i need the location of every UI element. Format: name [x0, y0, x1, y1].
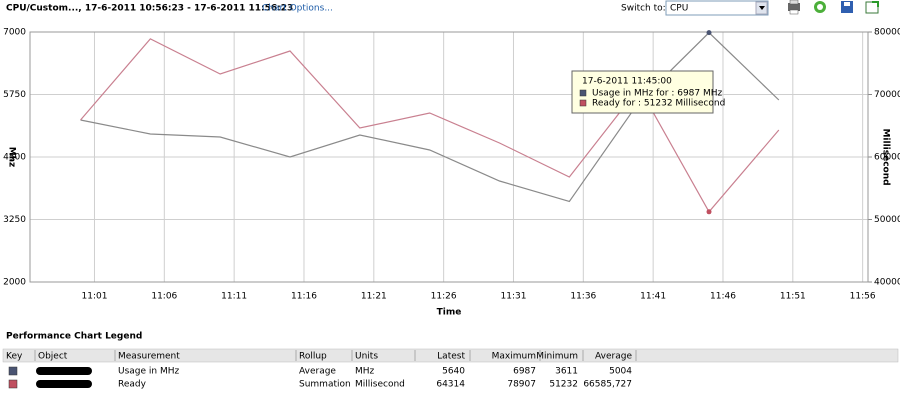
key-swatch: [8, 379, 18, 389]
switch-select[interactable]: [665, 0, 769, 16]
redacted-object: [36, 367, 92, 375]
legend-cell: Ready: [118, 380, 147, 390]
y-tick-label: 5750: [3, 90, 26, 100]
column-header: Latest: [437, 352, 465, 362]
x-tick-label: 11:01: [82, 292, 108, 302]
x-tick-label: 11:56: [850, 292, 876, 302]
legend-cell: Summation: [299, 380, 351, 390]
chart-header: CPU/Custom..., 17-6-2011 10:56:23 - 17-6…: [6, 4, 293, 14]
y-tick-label: 3250: [3, 215, 26, 225]
save-icon[interactable]: [841, 1, 853, 13]
column-header: Maximum: [492, 352, 536, 362]
column-header: Key: [6, 352, 23, 362]
tooltip-title: 17-6-2011 11:45:00: [582, 77, 672, 87]
legend-cell: Millisecond: [355, 380, 405, 390]
tooltip: [571, 70, 714, 114]
x-tick-label: 11:06: [151, 292, 177, 302]
hover-point: [706, 209, 712, 215]
switch-label: Switch to:: [621, 4, 666, 14]
redacted-object: [36, 380, 92, 388]
y2-tick-label: 40000: [874, 278, 900, 288]
tooltip-swatch: [579, 99, 587, 107]
legend-cell: 3611: [555, 367, 578, 377]
refresh-icon[interactable]: [814, 1, 826, 13]
legend-cell: Usage in MHz: [118, 367, 180, 377]
tooltip-swatch: [579, 89, 587, 97]
column-header: Rollup: [299, 352, 327, 362]
legend-title: Performance Chart Legend: [6, 332, 142, 342]
y2-tick-label: 60000: [874, 153, 900, 163]
x-tick-label: 11:16: [291, 292, 317, 302]
legend-cell: 78907: [507, 380, 536, 390]
y2-tick-label: 80000: [874, 28, 900, 38]
print-icon[interactable]: [788, 0, 800, 15]
tooltip-line: Usage in MHz for : 6987 MHz: [592, 89, 723, 99]
chart: 2000 3250 4500 5750 7000 40000 50000 60000 70000…: [3, 28, 900, 318]
y2-tick-label: 70000: [874, 90, 900, 100]
column-header: Object: [38, 352, 68, 362]
series-line: [80, 31, 780, 203]
legend-cell: 51232: [549, 380, 578, 390]
key-swatch: [8, 366, 18, 376]
y2-axis-title: Millisecond: [881, 128, 891, 185]
legend-cell: 5004: [609, 367, 632, 377]
x-tick-label: 11:31: [501, 292, 527, 302]
plot-frame: [29, 31, 869, 283]
y-tick-label: 2000: [3, 278, 26, 288]
column-header: Units: [355, 352, 378, 362]
popout-icon[interactable]: [865, 1, 879, 14]
column-header: Average: [595, 352, 632, 362]
hover-point: [706, 30, 712, 36]
x-tick-label: 11:26: [431, 292, 457, 302]
legend-cell: 5640: [442, 367, 465, 377]
legend-cell: Average: [299, 367, 336, 377]
column-header: Minimum: [536, 352, 578, 362]
y-axis-title: Mhz: [7, 147, 17, 168]
legend-cell: 64314: [436, 380, 465, 390]
tooltip-line: Ready for : 51232 Millisecond: [592, 99, 725, 109]
x-tick-label: 11:46: [710, 292, 736, 302]
legend-table: Key Object Measurement Rollup Units Latest Max…: [2, 348, 899, 390]
legend-cell: 66585,727: [583, 380, 632, 390]
series-line: [80, 38, 780, 213]
legend-cell: 6987: [513, 367, 536, 377]
x-tick-label: 11:36: [570, 292, 596, 302]
y2-tick-label: 50000: [874, 215, 900, 225]
x-tick-label: 11:21: [361, 292, 387, 302]
y-tick-label: 7000: [3, 28, 26, 38]
legend-cell: MHz: [355, 367, 375, 377]
x-axis-title: Time: [437, 308, 462, 318]
chart-options-link[interactable]: Chart Options...: [262, 4, 333, 14]
y-tick-label: 4500: [3, 153, 26, 163]
x-tick-label: 11:41: [640, 292, 666, 302]
x-tick-label: 11:51: [780, 292, 806, 302]
x-tick-label: 11:11: [221, 292, 247, 302]
switch-value: CPU: [670, 4, 688, 14]
column-header: Measurement: [118, 352, 180, 362]
